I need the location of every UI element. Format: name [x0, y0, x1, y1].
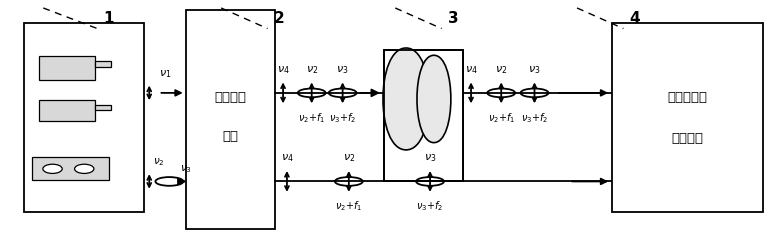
Bar: [40, 57, 95, 80]
Text: $\nu_{4}$: $\nu_{4}$: [465, 64, 477, 76]
Bar: [40, 100, 95, 121]
Text: 电路单元: 电路单元: [671, 132, 703, 145]
Text: $\nu_{1}$: $\nu_{1}$: [160, 68, 172, 80]
PathPatch shape: [417, 55, 451, 143]
Text: $\nu_{2}$: $\nu_{2}$: [343, 153, 355, 164]
Text: $\nu_{3}$: $\nu_{3}$: [424, 153, 436, 164]
Text: 3: 3: [448, 11, 459, 26]
Text: 激光移频: 激光移频: [215, 91, 247, 104]
Text: $\nu_2$+$f_1$: $\nu_2$+$f_1$: [335, 200, 363, 214]
Bar: [95, 105, 111, 110]
Text: $\nu_3$+$f_2$: $\nu_3$+$f_2$: [416, 200, 443, 214]
Text: $\nu_{2}$: $\nu_{2}$: [495, 64, 508, 76]
Text: $\nu_{4}$: $\nu_{4}$: [281, 153, 293, 164]
Text: 单元: 单元: [223, 130, 239, 143]
Text: 测量光路及: 测量光路及: [667, 91, 708, 104]
Ellipse shape: [74, 164, 94, 173]
Bar: [384, 51, 463, 182]
PathPatch shape: [383, 48, 429, 150]
Bar: [24, 22, 144, 212]
Text: $\nu_2$+$f_1$: $\nu_2$+$f_1$: [487, 111, 515, 125]
Bar: [384, 51, 463, 182]
Text: $\nu_{3}$: $\nu_{3}$: [180, 163, 192, 175]
Text: $\nu_{2}$: $\nu_{2}$: [305, 64, 318, 76]
Text: $\nu_{2}$: $\nu_{2}$: [153, 156, 165, 168]
Text: 4: 4: [629, 11, 640, 26]
Text: 1: 1: [104, 11, 114, 26]
Bar: [186, 10, 275, 229]
Text: $\nu_3$+$f_2$: $\nu_3$+$f_2$: [329, 111, 356, 125]
Text: $\nu_{3}$: $\nu_{3}$: [336, 64, 349, 76]
Ellipse shape: [43, 164, 62, 173]
Text: $\nu_2$+$f_1$: $\nu_2$+$f_1$: [298, 111, 326, 125]
Text: $\nu_{4}$: $\nu_{4}$: [277, 64, 289, 76]
Text: 2: 2: [274, 11, 284, 26]
Bar: [32, 157, 109, 180]
Bar: [95, 61, 111, 67]
Text: $\nu_3$+$f_2$: $\nu_3$+$f_2$: [521, 111, 548, 125]
Bar: [611, 22, 763, 212]
Text: $\nu_{3}$: $\nu_{3}$: [529, 64, 541, 76]
